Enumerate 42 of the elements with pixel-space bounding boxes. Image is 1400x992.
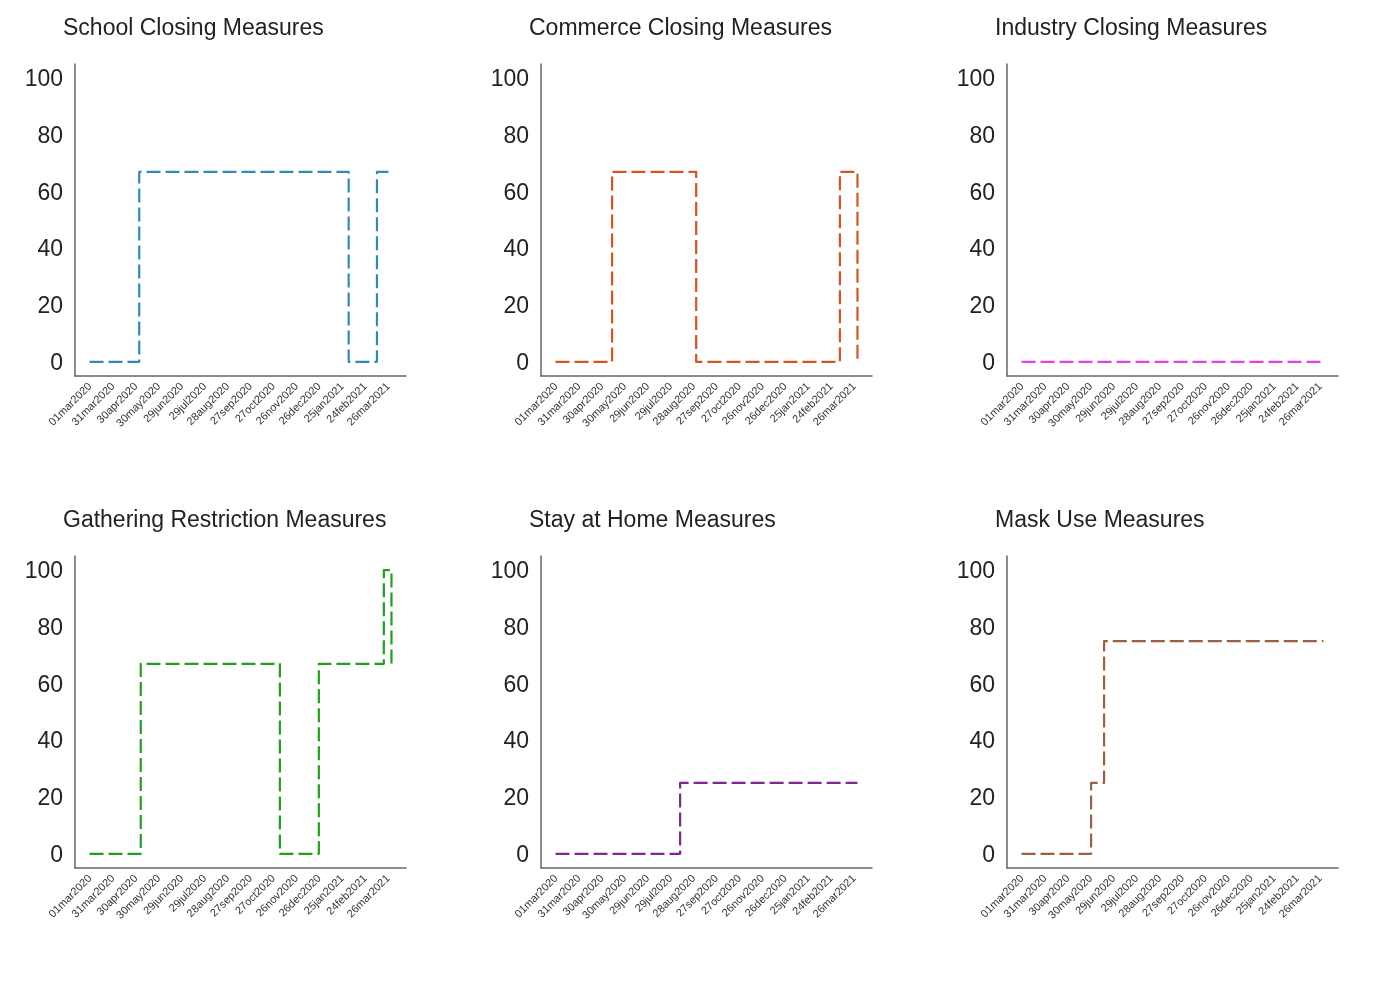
y-tick-label: 40 bbox=[503, 727, 529, 754]
y-tick-label: 80 bbox=[503, 613, 529, 640]
chart-title: School Closing Measures bbox=[63, 13, 324, 40]
y-tick-label: 80 bbox=[503, 121, 529, 148]
y-tick-label: 20 bbox=[969, 784, 995, 811]
y-tick-label: 20 bbox=[503, 784, 529, 811]
y-tick-label: 80 bbox=[37, 613, 63, 640]
y-tick-label: 60 bbox=[37, 178, 63, 205]
y-tick-label: 80 bbox=[969, 613, 995, 640]
y-tick-label: 100 bbox=[24, 65, 63, 92]
y-tick-label: 0 bbox=[982, 348, 995, 375]
y-tick-label: 0 bbox=[50, 840, 63, 867]
y-tick-label: 100 bbox=[956, 65, 995, 92]
y-tick-label: 100 bbox=[24, 557, 63, 584]
y-tick-label: 20 bbox=[37, 292, 63, 319]
chart-title: Commerce Closing Measures bbox=[529, 13, 832, 40]
y-tick-label: 0 bbox=[982, 840, 995, 867]
y-tick-label: 40 bbox=[969, 235, 995, 262]
y-tick-label: 40 bbox=[503, 235, 529, 262]
y-tick-label: 20 bbox=[969, 292, 995, 319]
y-tick-label: 20 bbox=[37, 784, 63, 811]
y-tick-label: 60 bbox=[503, 178, 529, 205]
y-tick-label: 80 bbox=[37, 121, 63, 148]
chart-title: Gathering Restriction Measures bbox=[63, 505, 387, 532]
y-tick-label: 80 bbox=[969, 121, 995, 148]
y-tick-label: 60 bbox=[37, 670, 63, 697]
chart-title: Stay at Home Measures bbox=[529, 505, 776, 532]
y-tick-label: 0 bbox=[516, 840, 529, 867]
y-tick-label: 20 bbox=[503, 292, 529, 319]
chart-title: Mask Use Measures bbox=[995, 505, 1205, 532]
y-tick-label: 0 bbox=[516, 348, 529, 375]
y-tick-label: 0 bbox=[50, 348, 63, 375]
chart-title: Industry Closing Measures bbox=[995, 13, 1268, 40]
y-tick-label: 40 bbox=[37, 235, 63, 262]
y-tick-label: 40 bbox=[969, 727, 995, 754]
y-tick-label: 60 bbox=[969, 670, 995, 697]
y-tick-label: 100 bbox=[490, 557, 529, 584]
y-tick-label: 100 bbox=[956, 557, 995, 584]
y-tick-label: 60 bbox=[503, 670, 529, 697]
y-tick-label: 100 bbox=[490, 65, 529, 92]
y-tick-label: 60 bbox=[969, 178, 995, 205]
y-tick-label: 40 bbox=[37, 727, 63, 754]
